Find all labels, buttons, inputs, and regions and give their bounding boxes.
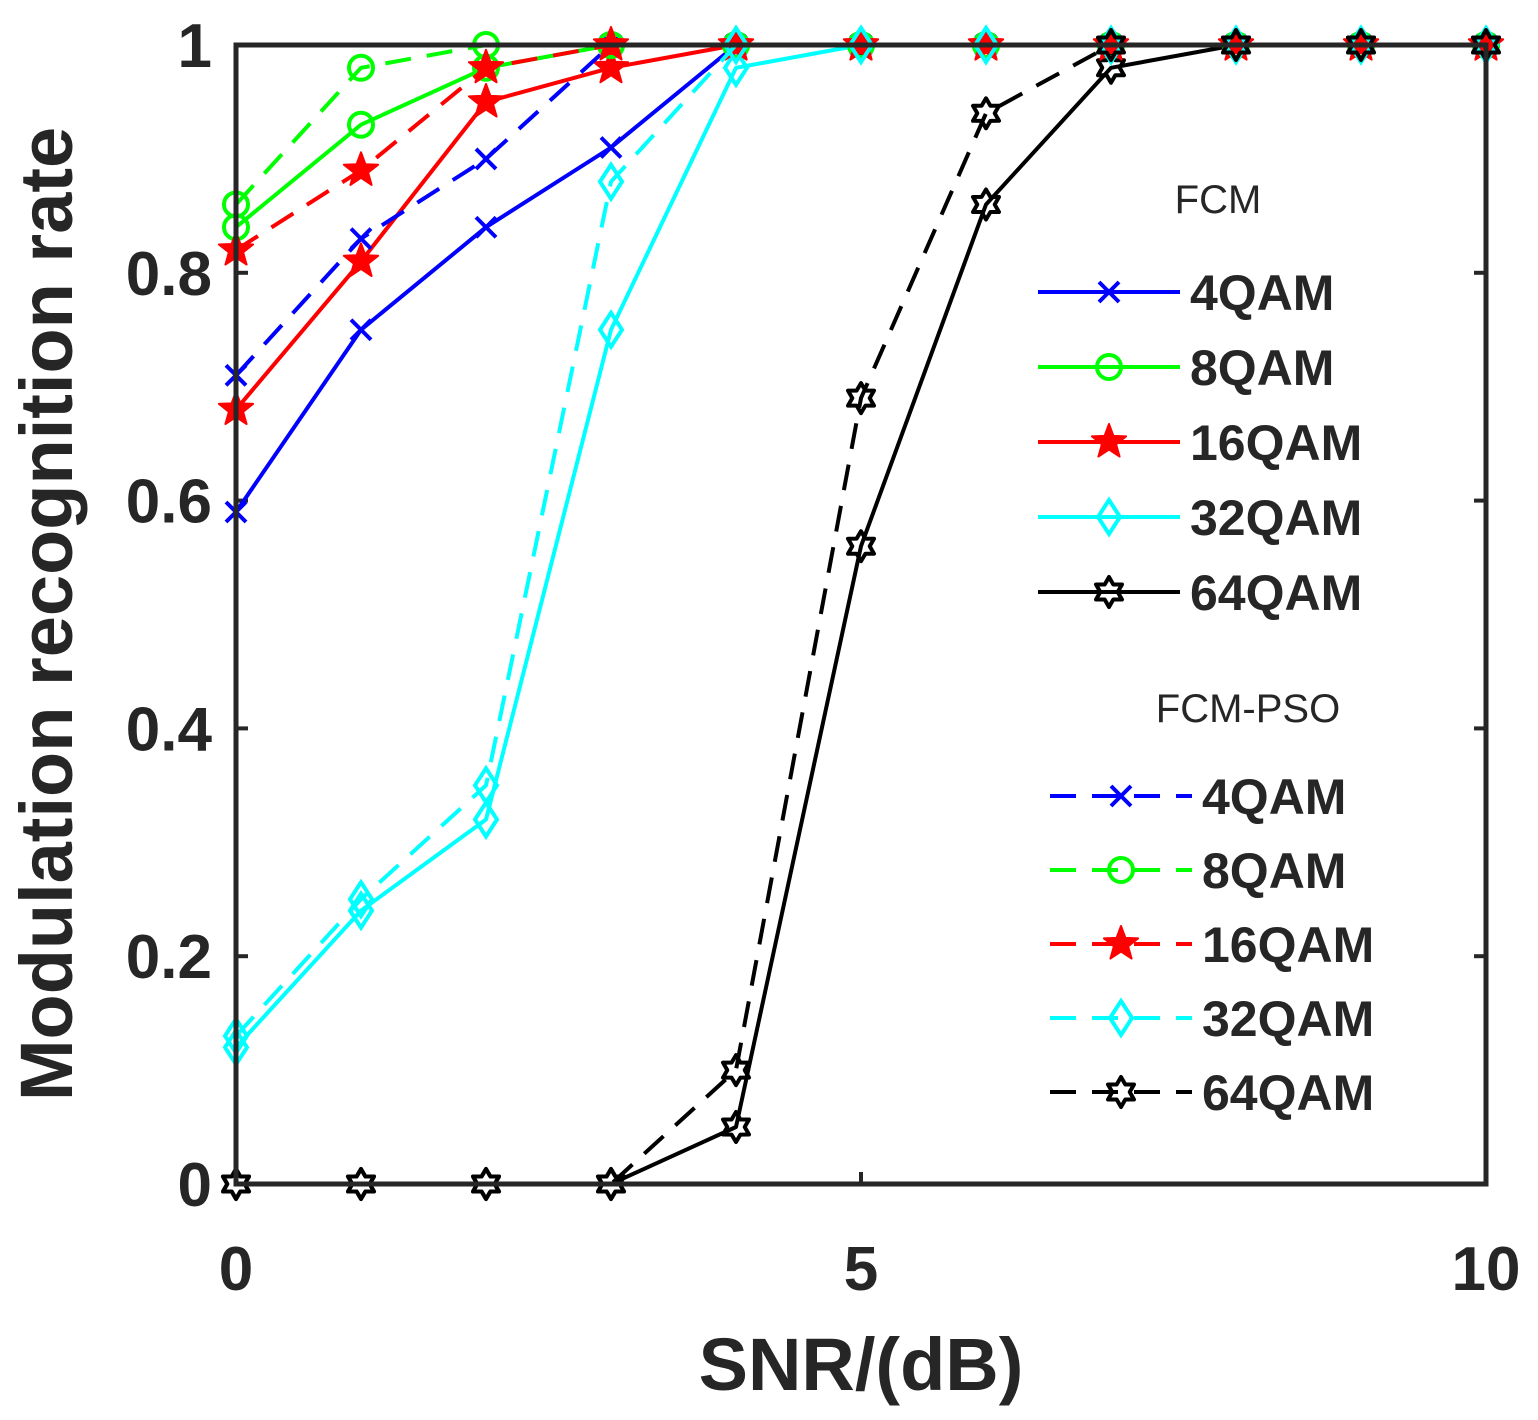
data-point xyxy=(847,24,875,66)
data-point xyxy=(467,48,505,84)
data-point xyxy=(221,1167,251,1201)
data-point xyxy=(342,151,380,186)
axes-frame xyxy=(233,42,1489,1187)
x-axis-label: SNR/(dB) xyxy=(699,1323,1024,1406)
data-point xyxy=(1346,28,1376,62)
y-tick-label: 0.4 xyxy=(126,695,213,764)
data-point xyxy=(474,147,498,171)
data-point xyxy=(597,309,625,351)
data-point xyxy=(971,187,1001,222)
legend-entry: 64QAM xyxy=(1050,1065,1374,1121)
legend-label: 4QAM xyxy=(1190,265,1334,321)
legend-label: 32QAM xyxy=(1202,991,1374,1047)
legend-entry: 16QAM xyxy=(1050,917,1374,973)
data-point xyxy=(474,215,498,239)
legend-label: 16QAM xyxy=(1190,415,1362,471)
data-point xyxy=(349,318,373,342)
legend-label: 64QAM xyxy=(1202,1065,1374,1121)
x-tick-label: 5 xyxy=(844,1235,878,1304)
data-point xyxy=(472,764,500,807)
legend-label: 16QAM xyxy=(1202,917,1374,973)
legend-label: 64QAM xyxy=(1190,565,1362,621)
data-point xyxy=(971,96,1001,131)
data-point xyxy=(346,1167,376,1201)
legend-entry: 8QAM xyxy=(1038,340,1334,396)
data-point xyxy=(347,53,375,82)
legend-entry: 4QAM xyxy=(1050,769,1346,825)
legend-marker xyxy=(1109,784,1133,808)
y-axis-label: Modulation recognition rate xyxy=(5,127,88,1101)
data-point xyxy=(597,160,625,203)
legend-entry: 32QAM xyxy=(1050,991,1374,1047)
data-point xyxy=(722,24,750,66)
legend-marker xyxy=(1095,353,1123,381)
legend-marker xyxy=(1094,575,1124,609)
legend-heading: FCM-PSO xyxy=(1156,687,1340,731)
data-point xyxy=(599,136,623,159)
legend-label: 32QAM xyxy=(1190,490,1362,546)
data-point xyxy=(472,798,500,841)
x-tick-label: 10 xyxy=(1452,1235,1521,1304)
y-tick-label: 0.6 xyxy=(126,468,212,537)
legend-marker xyxy=(1097,280,1121,304)
data-point xyxy=(342,242,380,277)
data-point xyxy=(1096,50,1126,85)
legend-marker xyxy=(1107,856,1135,884)
data-point xyxy=(596,1167,626,1201)
legend-marker xyxy=(1090,423,1128,458)
data-point xyxy=(1221,28,1251,62)
legend-label: 8QAM xyxy=(1190,340,1334,396)
legend-marker xyxy=(1095,496,1123,538)
data-point xyxy=(347,110,375,139)
y-tick-label: 0.2 xyxy=(126,923,212,992)
data-point xyxy=(347,878,375,920)
series-line-64QAM-FCM-PSO xyxy=(236,43,1486,1186)
legend-entry: 64QAM xyxy=(1038,565,1362,621)
legend-entry: 8QAM xyxy=(1050,843,1346,899)
data-point xyxy=(467,83,505,118)
data-point xyxy=(972,24,1000,66)
y-tick-label: 0.8 xyxy=(126,240,212,309)
y-tick-label: 0 xyxy=(178,1151,212,1220)
legend-marker xyxy=(1106,1075,1136,1109)
legend: FCM 4QAM 8QAM 16QAM 32QAM 64QAM FCM-PSO 4QAM 8QA… xyxy=(1038,178,1374,1121)
data-point xyxy=(1096,28,1126,62)
legend-marker xyxy=(1102,925,1140,960)
legend-heading: FCM xyxy=(1175,178,1262,222)
data-point xyxy=(722,47,750,89)
y-tick-label: 1 xyxy=(178,12,212,81)
data-point xyxy=(592,48,630,84)
legend-entry: 16QAM xyxy=(1038,415,1362,471)
legend-entry: 4QAM xyxy=(1038,265,1334,321)
data-point xyxy=(846,529,876,564)
legend-label: 8QAM xyxy=(1202,843,1346,899)
data-point xyxy=(846,381,876,416)
tick-labels: 00.20.40.60.810 5 10 xyxy=(126,12,1521,1304)
legend-label: 4QAM xyxy=(1202,769,1346,825)
data-point xyxy=(349,227,373,251)
series-line-16QAM-FCM-PSO xyxy=(234,43,1486,252)
data-point xyxy=(721,1053,751,1088)
legend-entry: 32QAM xyxy=(1038,490,1362,546)
legend-marker xyxy=(1107,997,1135,1039)
data-point xyxy=(471,1167,501,1201)
x-tick-label: 0 xyxy=(219,1235,253,1304)
data-point xyxy=(721,1110,751,1144)
